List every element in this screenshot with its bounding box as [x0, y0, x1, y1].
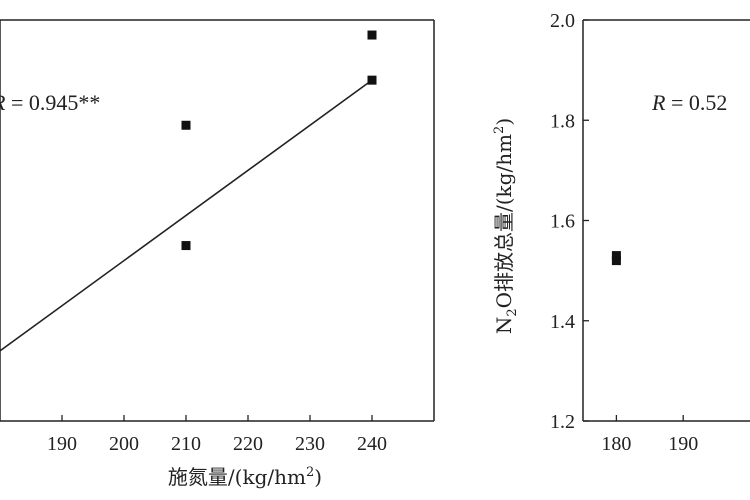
y-tick-label: 1.8: [550, 110, 575, 132]
left-x-ticks: 190 200 210 220 230 240: [47, 415, 387, 455]
right-panel: 1.2 1.4 1.6 1.8 2.0 180 190 R = 0.52 N2O排放总量/…: [492, 10, 750, 455]
left-trendline: [0, 79, 373, 352]
left-data-points: [181, 30, 377, 251]
x-tick-label: 200: [109, 433, 139, 455]
x-tick-label: 220: [233, 433, 263, 455]
x-tick-label: 230: [295, 433, 325, 455]
data-point: [181, 241, 191, 251]
y-tick-label: 1.6: [550, 211, 575, 233]
data-point: [367, 30, 377, 40]
x-tick-label: 190: [47, 433, 77, 455]
x-tick-label: 240: [357, 433, 387, 455]
right-y-ticks: 1.2 1.4 1.6 1.8 2.0: [550, 10, 589, 433]
right-y-axis-title: N2O排放总量/(kg/hm2): [492, 118, 520, 334]
data-point: [367, 75, 377, 85]
left-x-axis-title: 施氮量/(kg/hm2): [168, 465, 322, 489]
data-point: [181, 120, 191, 130]
data-point: [611, 251, 621, 261]
right-data-points: [611, 251, 621, 266]
x-tick-label: 210: [171, 433, 201, 455]
y-tick-label: 1.2: [550, 411, 575, 433]
right-r-annotation: R = 0.52: [651, 90, 727, 115]
left-r-annotation: R = 0.945**: [0, 90, 100, 115]
y-tick-label: 2.0: [550, 10, 575, 32]
x-tick-label: 180: [601, 433, 631, 455]
right-x-ticks: 180 190: [601, 415, 698, 455]
x-tick-label: 190: [668, 433, 698, 455]
left-panel: 190 200 210 220 230 240 R = 0.945** 施氮量/(kg/h…: [0, 19, 435, 489]
data-point: [611, 256, 621, 266]
y-tick-label: 1.4: [550, 311, 575, 333]
